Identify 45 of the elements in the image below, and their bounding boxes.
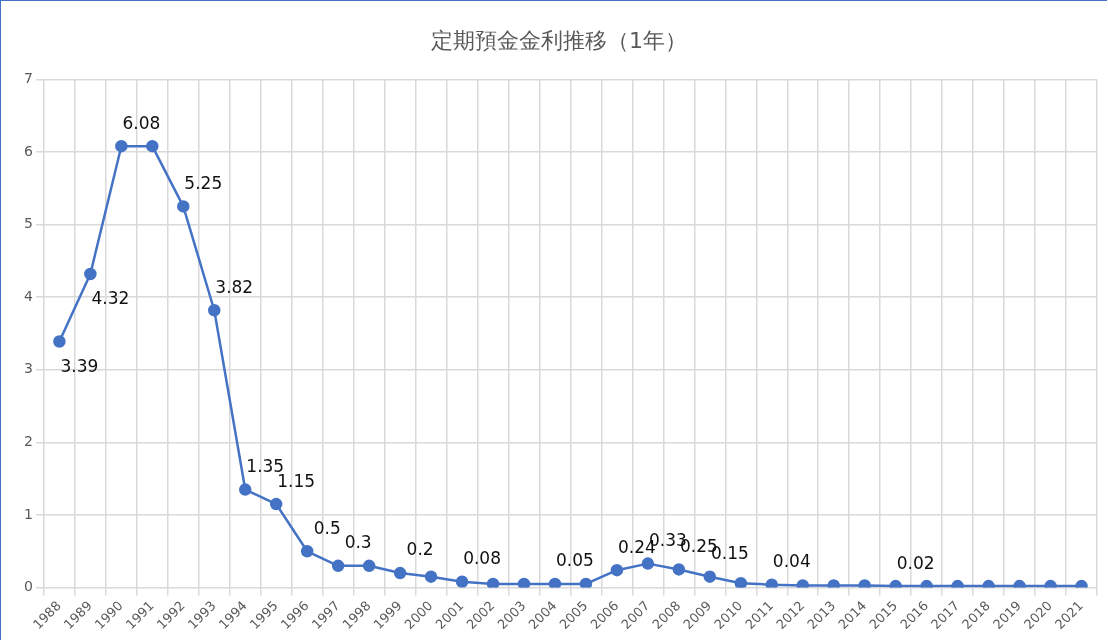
point bbox=[455, 575, 469, 588]
point bbox=[765, 578, 779, 588]
data-label: 5.25 bbox=[184, 172, 223, 193]
y-tick-label: 4 bbox=[23, 287, 33, 304]
y-tick-label: 0 bbox=[23, 578, 33, 595]
point bbox=[331, 559, 345, 573]
data-label: 3.39 bbox=[60, 355, 99, 376]
point bbox=[672, 563, 686, 576]
data-label: 0.04 bbox=[772, 551, 811, 572]
y-tick-label: 2 bbox=[23, 433, 33, 450]
point bbox=[517, 577, 531, 588]
point bbox=[393, 566, 407, 580]
point bbox=[53, 335, 66, 348]
point bbox=[424, 570, 438, 583]
point bbox=[146, 139, 159, 153]
point bbox=[208, 304, 221, 317]
point bbox=[300, 545, 314, 558]
point bbox=[486, 577, 500, 588]
data-label: 4.32 bbox=[91, 288, 130, 309]
data-label: 0.05 bbox=[556, 550, 594, 571]
data-label: 0.2 bbox=[406, 539, 434, 560]
data-label: 0.5 bbox=[313, 517, 341, 538]
point bbox=[269, 497, 283, 511]
point bbox=[362, 559, 376, 573]
y-tick-label: 5 bbox=[23, 215, 33, 232]
data-label: 0.3 bbox=[344, 532, 372, 553]
point bbox=[238, 483, 252, 496]
point bbox=[115, 139, 128, 153]
y-tick-label: 1 bbox=[23, 505, 33, 522]
chart-title: 定期預金金利推移（1年） bbox=[431, 27, 687, 53]
point bbox=[641, 557, 655, 570]
data-label: 0.08 bbox=[463, 548, 501, 569]
point bbox=[177, 200, 190, 213]
point bbox=[703, 570, 717, 583]
data-label: 0.02 bbox=[896, 552, 935, 573]
point bbox=[548, 577, 562, 588]
data-label: 3.82 bbox=[215, 276, 254, 297]
data-label: 6.08 bbox=[122, 112, 161, 133]
point bbox=[734, 576, 748, 588]
point bbox=[610, 563, 624, 577]
point bbox=[84, 267, 97, 281]
y-tick-label: 7 bbox=[23, 70, 33, 87]
point bbox=[579, 577, 593, 588]
y-tick-label: 3 bbox=[23, 360, 33, 377]
y-tick-label: 6 bbox=[23, 142, 33, 159]
